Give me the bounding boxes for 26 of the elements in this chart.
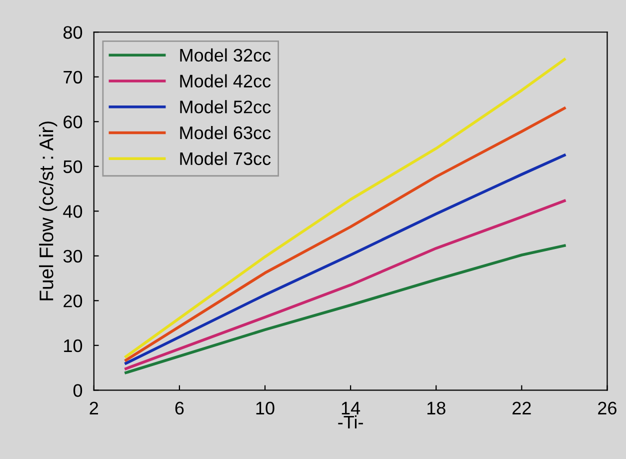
legend-label: Model 63cc (180, 126, 271, 140)
x-tick-label: 22 (512, 402, 531, 414)
y-tick-label: 50 (63, 160, 82, 174)
y-tick-label: 20 (64, 294, 82, 308)
x-tick-label: 2 (90, 402, 98, 414)
legend-label: Model 42cc (180, 74, 271, 88)
y-axis-title: Fuel Flow (cc/st : Air) (39, 122, 58, 300)
y-tick-label: 40 (63, 205, 82, 218)
x-tick-label: 10 (256, 402, 274, 415)
legend-label: Model 73cc (180, 152, 271, 166)
y-tick-label: 30 (63, 250, 82, 263)
x-tick-label: 26 (598, 402, 616, 415)
x-tick-label: 6 (175, 402, 184, 415)
x-axis-title: -Ti- (338, 415, 363, 428)
legend-label: Model 32cc (180, 48, 271, 62)
y-tick-label: 0 (73, 384, 82, 397)
legend-label: Model 52cc (180, 100, 271, 114)
line-series (124, 154, 566, 365)
y-tick-label: 10 (64, 339, 82, 352)
y-tick-label: 70 (64, 70, 82, 84)
y-tick-label: 60 (64, 116, 82, 128)
line-series (124, 199, 566, 370)
x-tick-label: 18 (427, 402, 446, 415)
line-series (124, 244, 566, 374)
y-tick-label: 80 (63, 26, 82, 39)
x-tick-label: 14 (342, 402, 360, 414)
